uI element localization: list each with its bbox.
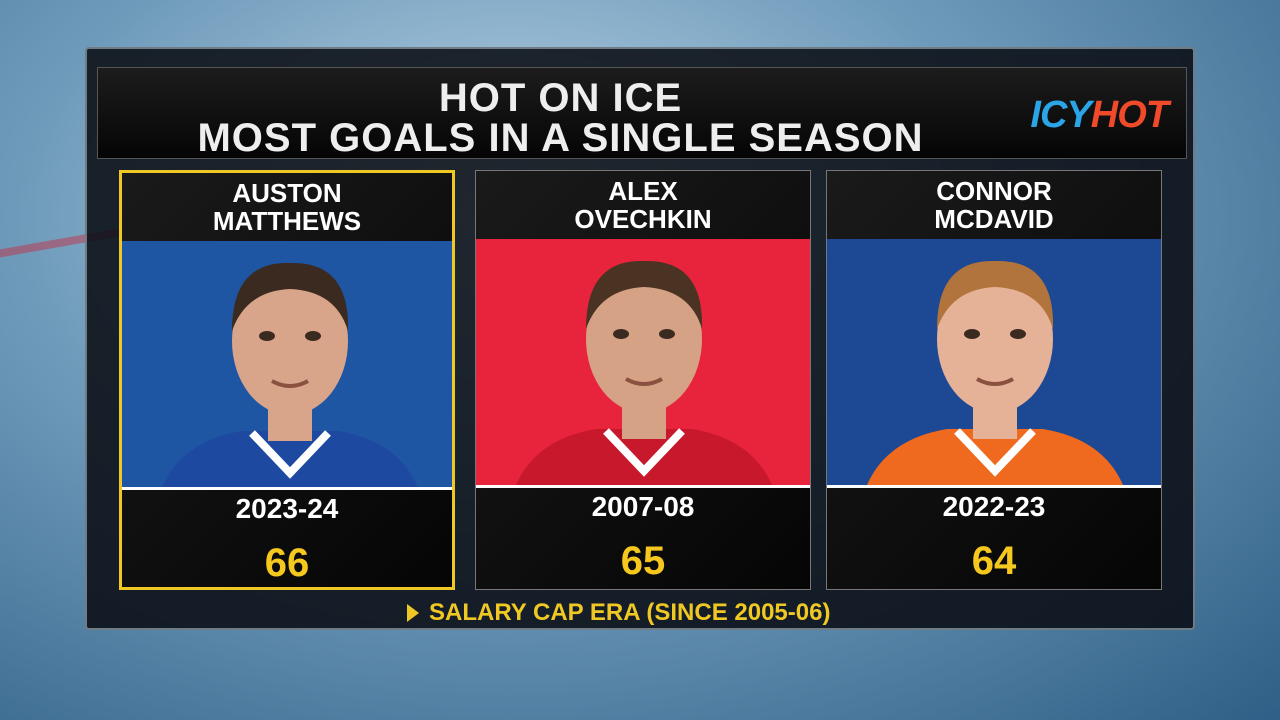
footer-text: SALARY CAP ERA (SINCE 2005-06)	[429, 599, 831, 626]
player-card: CONNOR MCDAVID 2022-23 64	[826, 170, 1162, 590]
title-line: MOST GOALS IN A SINGLE SEASON	[197, 116, 924, 160]
header: HOT ON ICE MOST GOALS IN A SINGLE SEASON…	[97, 67, 1187, 159]
player-name: AUSTON MATTHEWS	[122, 179, 452, 235]
player-card: ALEX OVECHKIN 2007-08 65	[475, 170, 811, 590]
name-line: ALEX	[608, 176, 678, 206]
season: 2007-08	[591, 491, 695, 522]
player-card: AUSTON MATTHEWS 2023-24 66	[119, 170, 455, 590]
arrow-icon	[407, 604, 419, 622]
photo-art	[867, 260, 1123, 485]
season: 2023-24	[235, 493, 339, 524]
player-photo	[476, 239, 810, 488]
footer: SALARY CAP ERA (SINCE 2005-06)	[407, 599, 830, 627]
player-name: CONNOR MCDAVID	[827, 177, 1161, 233]
goals: 65	[620, 539, 666, 583]
graphic-panel: HOT ON ICE MOST GOALS IN A SINGLE SEASON…	[85, 47, 1195, 630]
player-photo	[122, 241, 452, 490]
logo-hot: HOT	[1090, 94, 1169, 136]
season: 2022-23	[942, 491, 1046, 522]
goals: 66	[264, 541, 310, 585]
title-line: HOT ON ICE	[438, 76, 683, 120]
photo-art	[516, 260, 772, 485]
logo: ICYHOT	[1030, 94, 1169, 137]
name-line: MCDAVID	[934, 204, 1054, 234]
goals: 64	[971, 539, 1017, 583]
name-line: CONNOR	[936, 176, 1052, 206]
name-line: AUSTON	[232, 178, 342, 208]
name-line: MATTHEWS	[212, 206, 362, 236]
photo-art	[162, 262, 418, 487]
name-line: OVECHKIN	[574, 204, 712, 234]
player-name: ALEX OVECHKIN	[476, 177, 810, 233]
player-photo	[827, 239, 1161, 488]
logo-icy: ICY	[1030, 94, 1091, 136]
